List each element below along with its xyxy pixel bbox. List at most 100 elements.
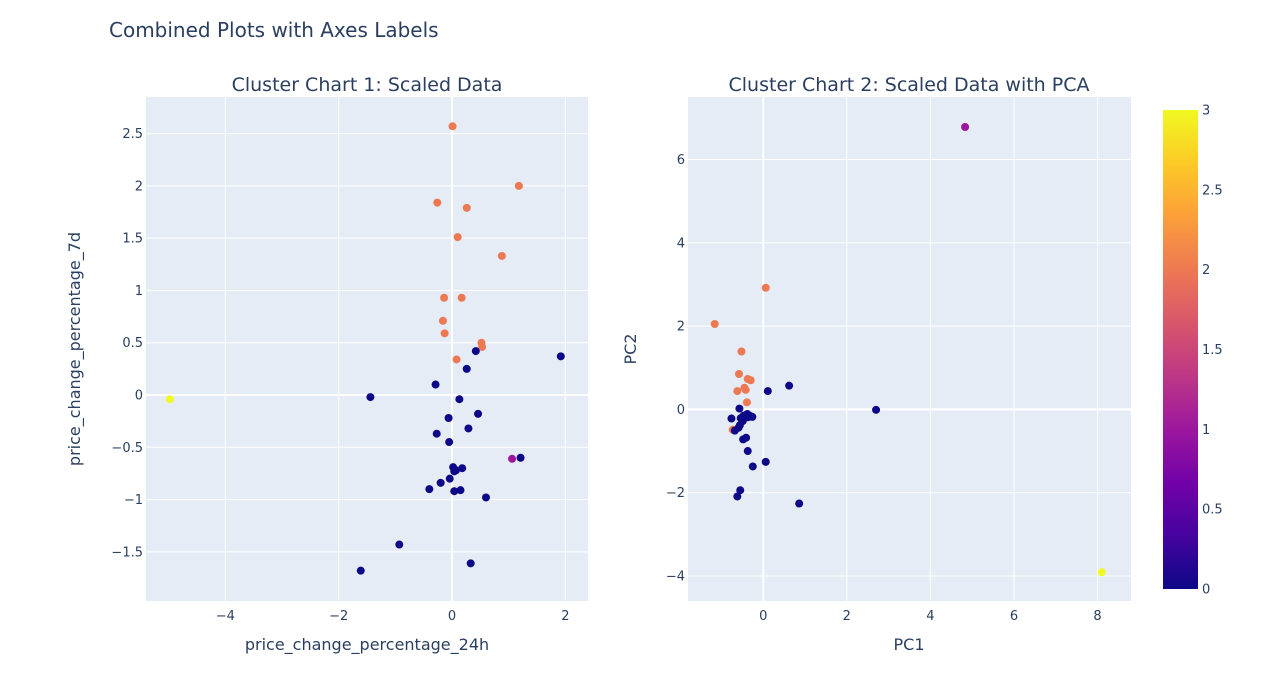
data-point bbox=[471, 347, 480, 356]
data-point bbox=[462, 364, 471, 373]
colorbar-tick-label: 2.5 bbox=[1202, 183, 1223, 198]
data-point bbox=[366, 393, 375, 402]
gridlines-1 bbox=[146, 97, 588, 601]
data-point bbox=[478, 342, 487, 351]
data-point bbox=[356, 566, 365, 575]
colorbar-tick-label: 1.5 bbox=[1202, 343, 1223, 358]
y-tick-label: 6 bbox=[677, 153, 685, 168]
data-point bbox=[452, 355, 461, 364]
x-tick-label: −4 bbox=[216, 609, 235, 624]
data-point bbox=[761, 457, 770, 466]
data-point bbox=[444, 414, 453, 423]
chart-1-title: Cluster Chart 1: Scaled Data bbox=[232, 74, 503, 96]
chart-2-x-axis-title: PC1 bbox=[894, 635, 925, 654]
y-tick-label: 2.5 bbox=[122, 127, 143, 142]
data-point bbox=[872, 405, 881, 414]
y-tick-label: −1 bbox=[124, 493, 143, 508]
chart-2-title: Cluster Chart 2: Scaled Data with PCA bbox=[729, 74, 1090, 96]
data-point bbox=[432, 429, 441, 438]
data-point bbox=[482, 493, 490, 502]
chart-2-y-axis-title: PC2 bbox=[621, 334, 640, 365]
x-tick-label: 0 bbox=[448, 609, 456, 624]
data-point bbox=[763, 387, 772, 396]
colorbar-tick-label: 3 bbox=[1202, 104, 1210, 119]
data-point bbox=[710, 320, 719, 329]
plot-area-2 bbox=[688, 97, 1131, 601]
data-point bbox=[395, 540, 404, 549]
y-tick-label: 1.5 bbox=[122, 232, 143, 247]
y-tick-label: 2 bbox=[677, 320, 685, 335]
data-point bbox=[466, 559, 475, 568]
data-point bbox=[556, 352, 565, 361]
data-point bbox=[761, 283, 770, 292]
y-tick-label: 2 bbox=[135, 179, 143, 194]
data-point bbox=[445, 438, 454, 447]
data-point bbox=[456, 486, 465, 495]
y-tick-label: −2 bbox=[666, 486, 685, 501]
y-tick-label: 1 bbox=[135, 284, 143, 299]
x-tick-label: 4 bbox=[926, 609, 934, 624]
x-tick-label: −2 bbox=[329, 609, 348, 624]
y-tick-label: −1.5 bbox=[111, 545, 143, 560]
y-tick-label: 0.5 bbox=[122, 336, 143, 351]
data-point bbox=[748, 462, 757, 471]
data-point bbox=[743, 447, 752, 456]
data-point bbox=[734, 369, 743, 378]
data-point bbox=[741, 385, 750, 394]
data-point bbox=[462, 203, 471, 212]
data-point bbox=[508, 454, 517, 463]
y-tick-label: −4 bbox=[666, 570, 685, 585]
cluster-chart-1: −4 −2 0 2 −1.5 −1 −0.5 0 0.5 1 1.5 2 2.5 Cluster Ch… bbox=[65, 74, 588, 655]
data-point bbox=[730, 426, 739, 435]
x-tick-label: 8 bbox=[1093, 609, 1101, 624]
data-point bbox=[455, 395, 464, 404]
data-point bbox=[737, 347, 746, 356]
data-point bbox=[514, 181, 523, 190]
markers-1 bbox=[165, 122, 565, 575]
data-point bbox=[795, 499, 804, 508]
x-tick-labels-1: −4 −2 0 2 bbox=[216, 609, 570, 624]
chart-1-y-axis-title: price_change_percentage_7d bbox=[65, 232, 85, 466]
data-point bbox=[742, 398, 751, 407]
data-point bbox=[165, 395, 174, 404]
data-point bbox=[457, 293, 466, 302]
x-tick-label: 0 bbox=[759, 609, 767, 624]
data-point bbox=[436, 478, 445, 487]
figure-title: Combined Plots with Axes Labels bbox=[109, 18, 439, 42]
y-tick-label: 0 bbox=[677, 403, 685, 418]
y-tick-label: 0 bbox=[135, 389, 143, 404]
data-point bbox=[736, 486, 745, 495]
data-point bbox=[458, 464, 467, 473]
chart-1-x-axis-title: price_change_percentage_24h bbox=[245, 635, 489, 655]
x-tick-label: 6 bbox=[1010, 609, 1018, 624]
colorbar-tick-label: 1 bbox=[1202, 423, 1210, 438]
data-point bbox=[431, 380, 440, 389]
x-tick-labels-2: 0 2 4 6 8 bbox=[759, 609, 1102, 624]
data-point bbox=[474, 409, 483, 418]
data-point bbox=[448, 122, 457, 131]
data-point bbox=[733, 387, 742, 396]
data-point bbox=[1097, 568, 1106, 577]
y-tick-labels-2: −4 −2 0 2 4 6 bbox=[666, 153, 685, 585]
data-point bbox=[440, 293, 449, 302]
data-point bbox=[727, 414, 736, 423]
colorbar: 0 0.5 1 1.5 2 2.5 3 bbox=[1163, 104, 1223, 598]
gridlines-2 bbox=[688, 97, 1131, 601]
y-tick-labels-1: −1.5 −1 −0.5 0 0.5 1 1.5 2 2.5 bbox=[111, 127, 143, 560]
data-point bbox=[440, 329, 449, 338]
data-point bbox=[739, 435, 748, 444]
colorbar-tick-label: 0.5 bbox=[1202, 503, 1223, 518]
y-tick-label: −0.5 bbox=[111, 441, 143, 456]
y-tick-label: 4 bbox=[677, 236, 685, 251]
colorbar-tick-labels: 0 0.5 1 1.5 2 2.5 3 bbox=[1202, 104, 1223, 598]
data-point bbox=[735, 404, 744, 413]
data-point bbox=[464, 424, 473, 433]
data-point bbox=[450, 467, 459, 476]
data-point bbox=[733, 492, 742, 501]
x-tick-label: 2 bbox=[843, 609, 851, 624]
data-point bbox=[497, 251, 506, 260]
data-point bbox=[453, 233, 462, 242]
colorbar-gradient bbox=[1163, 110, 1198, 589]
data-point bbox=[445, 474, 454, 483]
